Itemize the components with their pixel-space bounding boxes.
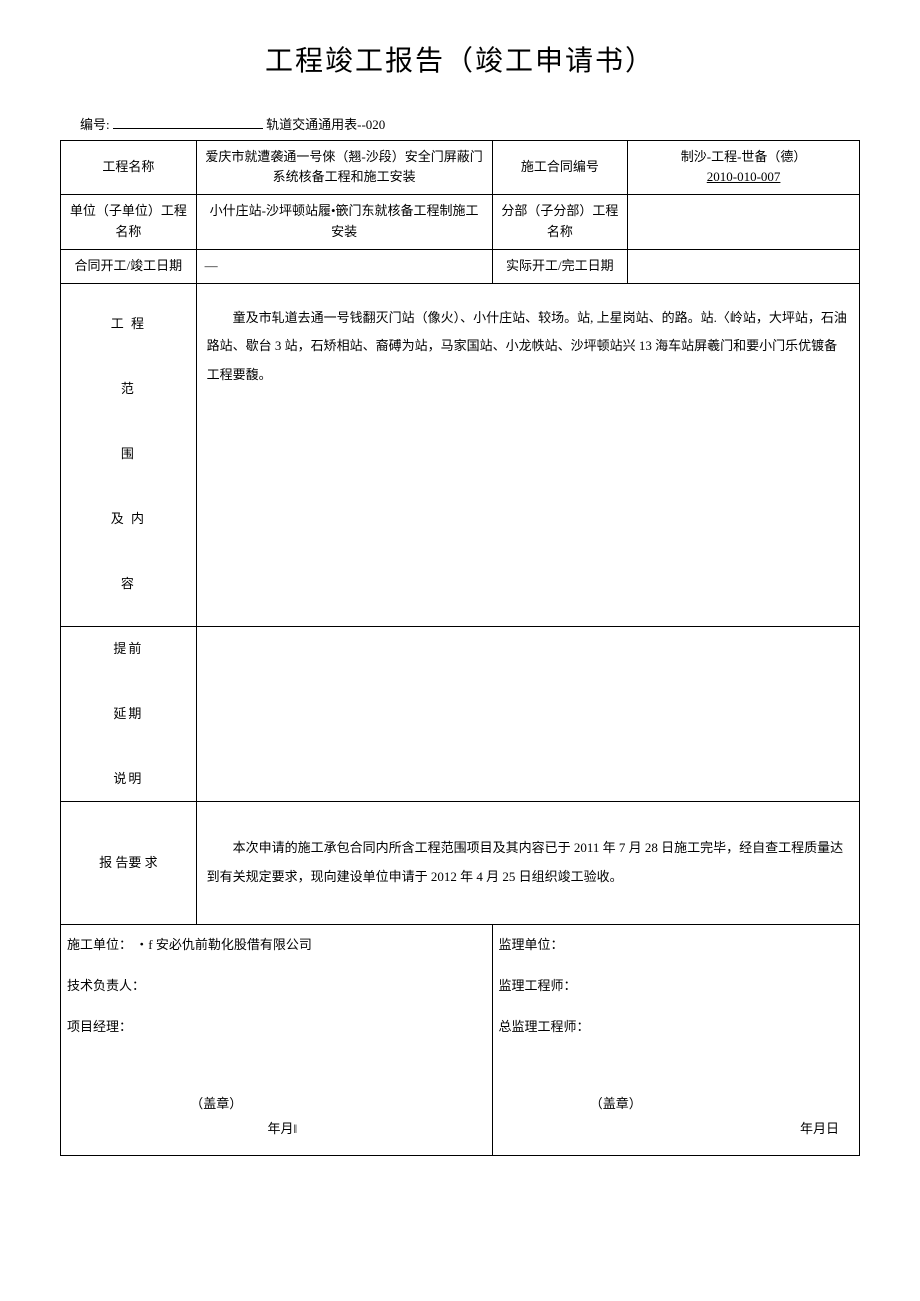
value-contract-no: 制沙-工程-世备（德） 2010-010-007 <box>628 140 860 195</box>
row-unit-project: 单位（子单位）工程名称 小什庄站-沙坪顿站履•篏门东就核备工程制施工安装 分部（… <box>61 195 860 250</box>
sig-construction-unit: 施工单位： ‧f 安必仇前勒化股借有限公司 技术负责人： 项目经理： （盖章） … <box>61 925 493 1156</box>
sig-right-line3: 总监理工程师： <box>499 1017 853 1038</box>
row-delay: 提前 延期 说明 <box>61 626 860 802</box>
subtitle-label2: 轨道交通通用表--020 <box>266 117 385 132</box>
label-contract-date: 合同开工/竣工日期 <box>61 249 197 283</box>
sig-right-line1: 监理单位： <box>499 935 853 956</box>
value-actual-date <box>628 249 860 283</box>
sig-supervision-unit: 监理单位： 监理工程师： 总监理工程师： （盖章） 年月日 <box>492 925 859 1156</box>
sig-left-date: 年月‖ <box>67 1119 498 1140</box>
value-project-name: 爱庆市就遭袭通一号倈（翘-沙段）安全门屏蔽门系统核备工程和施工安装 <box>196 140 492 195</box>
value-contract-top: 制沙-工程-世备（德） <box>636 147 851 168</box>
row-signatures: 施工单位： ‧f 安必仇前勒化股借有限公司 技术负责人： 项目经理： （盖章） … <box>61 925 860 1156</box>
sig-left-stamp: （盖章） <box>1 1094 432 1115</box>
row-contract-date: 合同开工/竣工日期 — 实际开工/完工日期 <box>61 249 860 283</box>
row-project-name: 工程名称 爱庆市就遭袭通一号倈（翘-沙段）安全门屏蔽门系统核备工程和施工安装 施… <box>61 140 860 195</box>
sig-left-line3: 项目经理： <box>67 1017 486 1038</box>
sig-right-date: 年月日 <box>800 1119 839 1140</box>
value-subpart-project <box>628 195 860 250</box>
sig-right-line2: 监理工程师： <box>499 976 853 997</box>
label-subpart-project: 分部（子分部）工程名称 <box>492 195 628 250</box>
label-contract-no: 施工合同编号 <box>492 140 628 195</box>
content-scope: 童及市轧道去通一号钱翻灭门站（像火）、小什庄站、较场。站, 上星岗站、的路。站.… <box>196 283 859 626</box>
label-report: 报 告要 求 <box>61 802 197 925</box>
row-report: 报 告要 求 本次申请的施工承包合同内所含工程范围项目及其内容已于 2011 年… <box>61 802 860 925</box>
subtitle-line: 编号: 轨道交通通用表--020 <box>60 115 860 136</box>
label-unit-project: 单位（子单位）工程名称 <box>61 195 197 250</box>
value-contract-date: — <box>196 249 492 283</box>
row-scope: 工 程 范 围 及 内 容 童及市轧道去通一号钱翻灭门站（像火）、小什庄站、较场… <box>61 283 860 626</box>
label-project-name: 工程名称 <box>61 140 197 195</box>
label-delay: 提前 延期 说明 <box>61 626 197 802</box>
subtitle-label1: 编号: <box>80 117 110 132</box>
label-scope: 工 程 范 围 及 内 容 <box>61 283 197 626</box>
value-unit-project: 小什庄站-沙坪顿站履•篏门东就核备工程制施工安装 <box>196 195 492 250</box>
sig-left-line1-label: 施工单位： <box>67 937 132 952</box>
content-delay <box>196 626 859 802</box>
sig-left-line2: 技术负责人： <box>67 976 486 997</box>
label-actual-date: 实际开工/完工日期 <box>492 249 628 283</box>
sig-left-line1-value: ‧f 安必仇前勒化股借有限公司 <box>135 937 312 952</box>
sig-right-stamp: （盖章） <box>433 1094 799 1115</box>
content-report: 本次申请的施工承包合同内所含工程范围项目及其内容已于 2011 年 7 月 28… <box>196 802 859 925</box>
page-title: 工程竣工报告（竣工申请书） <box>60 40 860 85</box>
subtitle-underline <box>113 128 263 129</box>
main-table: 工程名称 爱庆市就遭袭通一号倈（翘-沙段）安全门屏蔽门系统核备工程和施工安装 施… <box>60 140 860 1156</box>
value-contract-bottom: 2010-010-007 <box>636 167 851 188</box>
